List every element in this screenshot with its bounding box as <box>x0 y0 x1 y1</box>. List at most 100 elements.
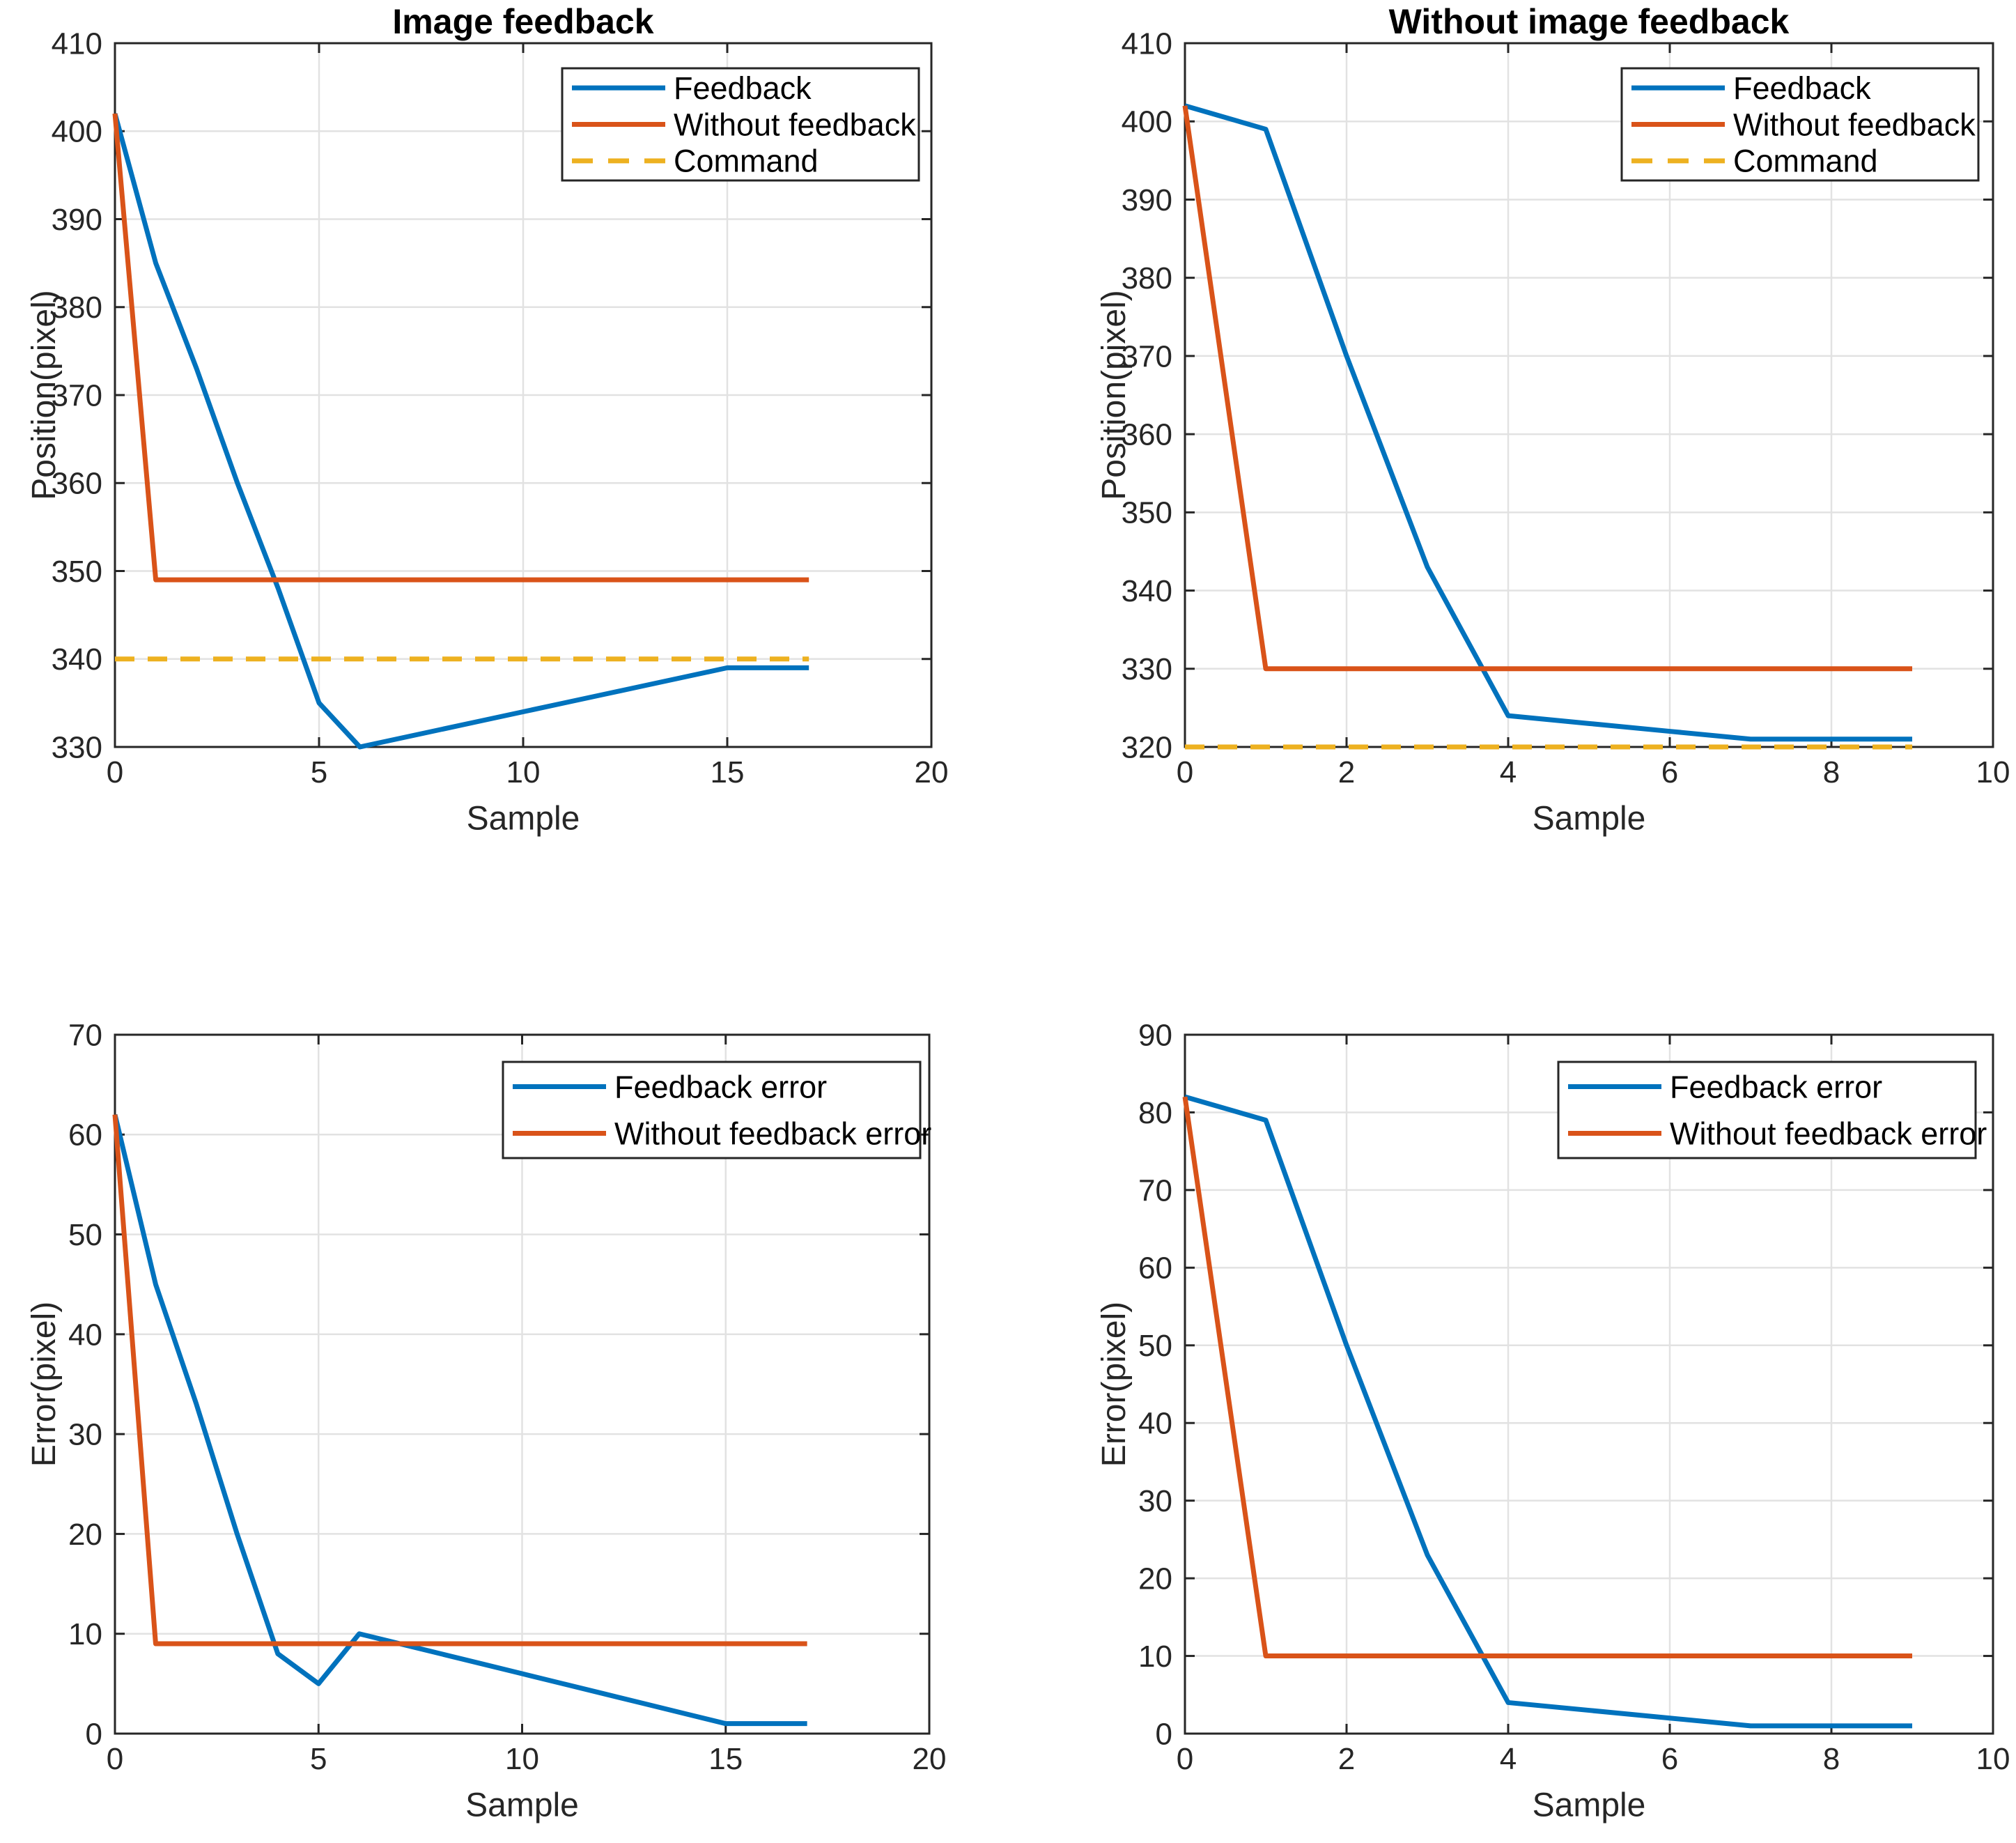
legend-label: Command <box>674 144 819 179</box>
y-tick-label: 60 <box>68 1118 102 1152</box>
legend-box: Feedback error Without feedback error <box>502 1061 931 1159</box>
series-line-without-feedback <box>1182 105 1912 672</box>
x-tick-label: 15 <box>708 1742 743 1776</box>
series-line-feedback <box>1184 103 1912 742</box>
tick-marks <box>114 1033 931 1735</box>
legend-label: Feedback error <box>1670 1069 1882 1104</box>
y-tick-label: 350 <box>1122 496 1172 530</box>
x-tick-label: 10 <box>505 1742 539 1776</box>
y-tick-label: 390 <box>1122 183 1172 217</box>
y-tick-label: 60 <box>1138 1251 1172 1286</box>
x-axis-label: Sample <box>1533 801 1646 838</box>
legend-label: Feedback <box>674 70 812 106</box>
y-tick-label: 20 <box>68 1518 102 1552</box>
y-tick-label: 390 <box>52 203 102 237</box>
x-axis-label: Sample <box>465 1787 579 1824</box>
legend-frame <box>502 1061 922 1159</box>
y-tick-label: 70 <box>68 1018 102 1052</box>
y-tick-label: 330 <box>52 730 102 764</box>
x-tick-label: 0 <box>1177 1742 1193 1776</box>
chart-canvas-error-without-image-feedback: 0 2 4 6 8 10 0 10 20 30 40 50 60 70 80 90 Sample Error(pi… <box>1096 1018 2010 1824</box>
y-tick-label: 410 <box>52 26 102 61</box>
y-tick-label: 400 <box>52 115 102 149</box>
x-tick-label: 0 <box>1177 755 1193 789</box>
series-line-feedback-error <box>1184 1094 1912 1729</box>
y-tick-label: 380 <box>1122 261 1172 295</box>
x-tick-label: 0 <box>107 755 123 789</box>
x-axis-label: Sample <box>1533 1787 1646 1824</box>
y-tick-label: 350 <box>52 555 102 589</box>
x-tick-label: 8 <box>1823 755 1840 789</box>
legend-label: Feedback <box>1733 70 1871 106</box>
chart-position-image-feedback: 0 5 10 15 20 330 340 350 360 370 380 390 400 410 Sampl… <box>0 0 1008 921</box>
x-axis-label: Sample <box>467 801 580 838</box>
legend-label: Feedback error <box>614 1069 827 1104</box>
series-line-without-feedback-error <box>112 1114 807 1647</box>
series-line-feedback-error <box>112 1113 807 1727</box>
y-tick-label: 10 <box>68 1617 102 1651</box>
y-tick-label: 370 <box>1122 339 1172 373</box>
x-tick-label: 15 <box>711 755 745 789</box>
legend-label: Without feedback error <box>1670 1116 1987 1151</box>
x-tick-label: 2 <box>1338 1742 1355 1776</box>
chart-title: Image feedback <box>392 2 653 41</box>
x-tick-label: 4 <box>1500 1742 1517 1776</box>
series-line-without-feedback-error <box>1182 1096 1912 1659</box>
x-tick-label: 4 <box>1500 755 1517 789</box>
chart-canvas-position-image-feedback: 0 5 10 15 20 330 340 350 360 370 380 390 400 410 Sampl… <box>26 2 949 838</box>
legend-frame <box>1557 1061 1977 1159</box>
y-tick-label: 90 <box>1138 1018 1172 1052</box>
series-line-feedback <box>112 113 809 750</box>
x-tick-label: 20 <box>913 1742 947 1776</box>
y-tick-label: 40 <box>68 1318 102 1352</box>
axes-box <box>1184 1033 1994 1735</box>
y-tick-label: 50 <box>1138 1329 1172 1363</box>
x-tick-label: 20 <box>915 755 949 789</box>
chart-title: Without image feedback <box>1389 2 1790 41</box>
y-tick-label: 0 <box>86 1717 102 1751</box>
y-tick-label: 40 <box>1138 1407 1172 1441</box>
x-tick-label: 2 <box>1338 755 1355 789</box>
y-tick-label: 20 <box>1138 1562 1172 1596</box>
x-tick-label: 6 <box>1661 1742 1678 1776</box>
y-tick-label: 30 <box>68 1418 102 1452</box>
y-tick-label: 400 <box>1122 105 1172 139</box>
y-tick-label: 330 <box>1122 652 1172 686</box>
legend-box: Feedback error Without feedback error <box>1557 1061 1987 1159</box>
y-tick-label: 80 <box>1138 1096 1172 1130</box>
chart-error-image-feedback: 0 5 10 15 20 0 10 20 30 40 50 60 70 Sample Error(pixel… <box>0 921 1008 1843</box>
chart-canvas-position-without-image-feedback: 0 2 4 6 8 10 320 330 340 350 360 370 380 390 400 410 Sam… <box>1096 2 2010 838</box>
series-line-without-feedback <box>112 113 809 583</box>
y-tick-label: 410 <box>1122 26 1172 61</box>
y-tick-label: 30 <box>1138 1484 1172 1518</box>
y-axis-label: Position(pixel) <box>1096 290 1133 500</box>
chart-error-without-image-feedback: 0 2 4 6 8 10 0 10 20 30 40 50 60 70 80 90 Sample Error(pi… <box>1008 921 2016 1843</box>
y-tick-label: 360 <box>1122 418 1172 452</box>
x-tick-label: 6 <box>1661 755 1678 789</box>
x-tick-label: 10 <box>1976 1742 2010 1776</box>
y-tick-label: 370 <box>52 378 102 412</box>
y-tick-label: 0 <box>1156 1717 1172 1751</box>
x-tick-label: 8 <box>1823 1742 1840 1776</box>
legend-label: Without feedback <box>674 107 916 142</box>
y-tick-label: 320 <box>1122 730 1172 764</box>
x-tick-label: 5 <box>311 755 327 789</box>
chart-position-without-image-feedback: 0 2 4 6 8 10 320 330 340 350 360 370 380 390 400 410 Sam… <box>1008 0 2016 921</box>
x-tick-label: 10 <box>506 755 541 789</box>
legend-label: Without feedback <box>1733 107 1976 142</box>
y-tick-label: 10 <box>1138 1640 1172 1674</box>
y-tick-label: 340 <box>52 642 102 677</box>
y-tick-label: 360 <box>52 467 102 501</box>
y-axis-label: Error(pixel) <box>26 1302 63 1467</box>
x-tick-label: 5 <box>310 1742 327 1776</box>
y-tick-label: 50 <box>68 1218 102 1252</box>
x-tick-label: 0 <box>107 1742 123 1776</box>
x-tick-label: 10 <box>1976 755 2010 789</box>
legend-label: Without feedback error <box>614 1116 931 1151</box>
y-tick-label: 70 <box>1138 1173 1172 1208</box>
tick-marks <box>114 42 933 748</box>
legend-label: Command <box>1733 144 1878 179</box>
